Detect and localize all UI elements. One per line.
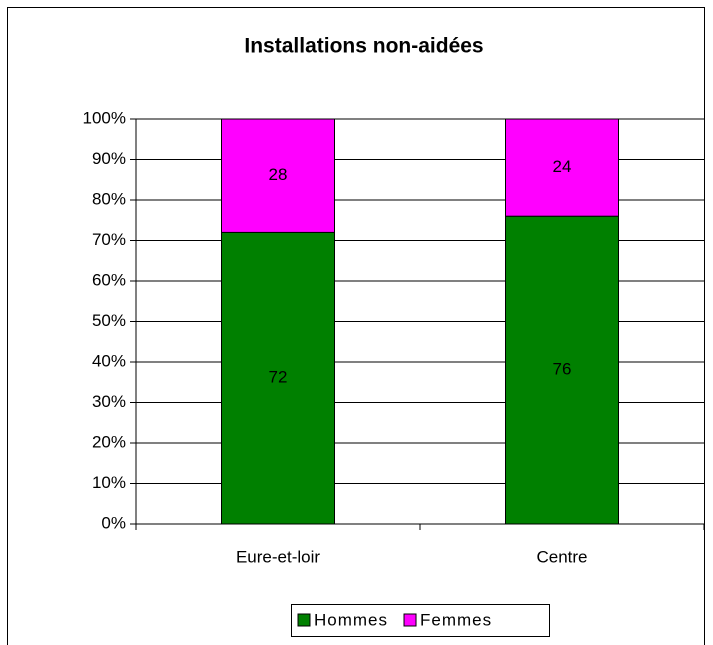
legend-swatch	[403, 613, 417, 627]
y-tick-label: 40%	[92, 351, 126, 370]
data-label: 24	[553, 157, 572, 176]
y-tick-label: 0%	[101, 513, 126, 532]
y-tick-label: 80%	[92, 189, 126, 208]
x-tick-label: Centre	[536, 547, 587, 566]
bar-segment	[505, 118, 619, 217]
y-tick-label: 50%	[92, 311, 126, 330]
y-tick-label: 10%	[92, 473, 126, 492]
legend-label: Hommes	[314, 610, 388, 629]
y-tick-label: 30%	[92, 392, 126, 411]
y-tick-label: 70%	[92, 230, 126, 249]
legend-swatch	[297, 613, 311, 627]
y-tick-label: 20%	[92, 432, 126, 451]
data-label: 76	[553, 360, 572, 379]
bar-segment	[221, 231, 335, 525]
data-label: 28	[269, 165, 288, 184]
x-tick-label: Eure-et-loir	[236, 547, 320, 566]
bar-segment	[221, 118, 335, 233]
legend-box	[291, 604, 550, 637]
y-tick-label: 60%	[92, 270, 126, 289]
chart-title: Installations non-aidées	[244, 35, 483, 58]
data-label: 72	[269, 368, 288, 387]
bar-segment	[505, 215, 619, 525]
legend-label: Femmes	[420, 610, 492, 629]
y-tick-label: 90%	[92, 149, 126, 168]
y-tick-label: 100%	[83, 108, 126, 127]
